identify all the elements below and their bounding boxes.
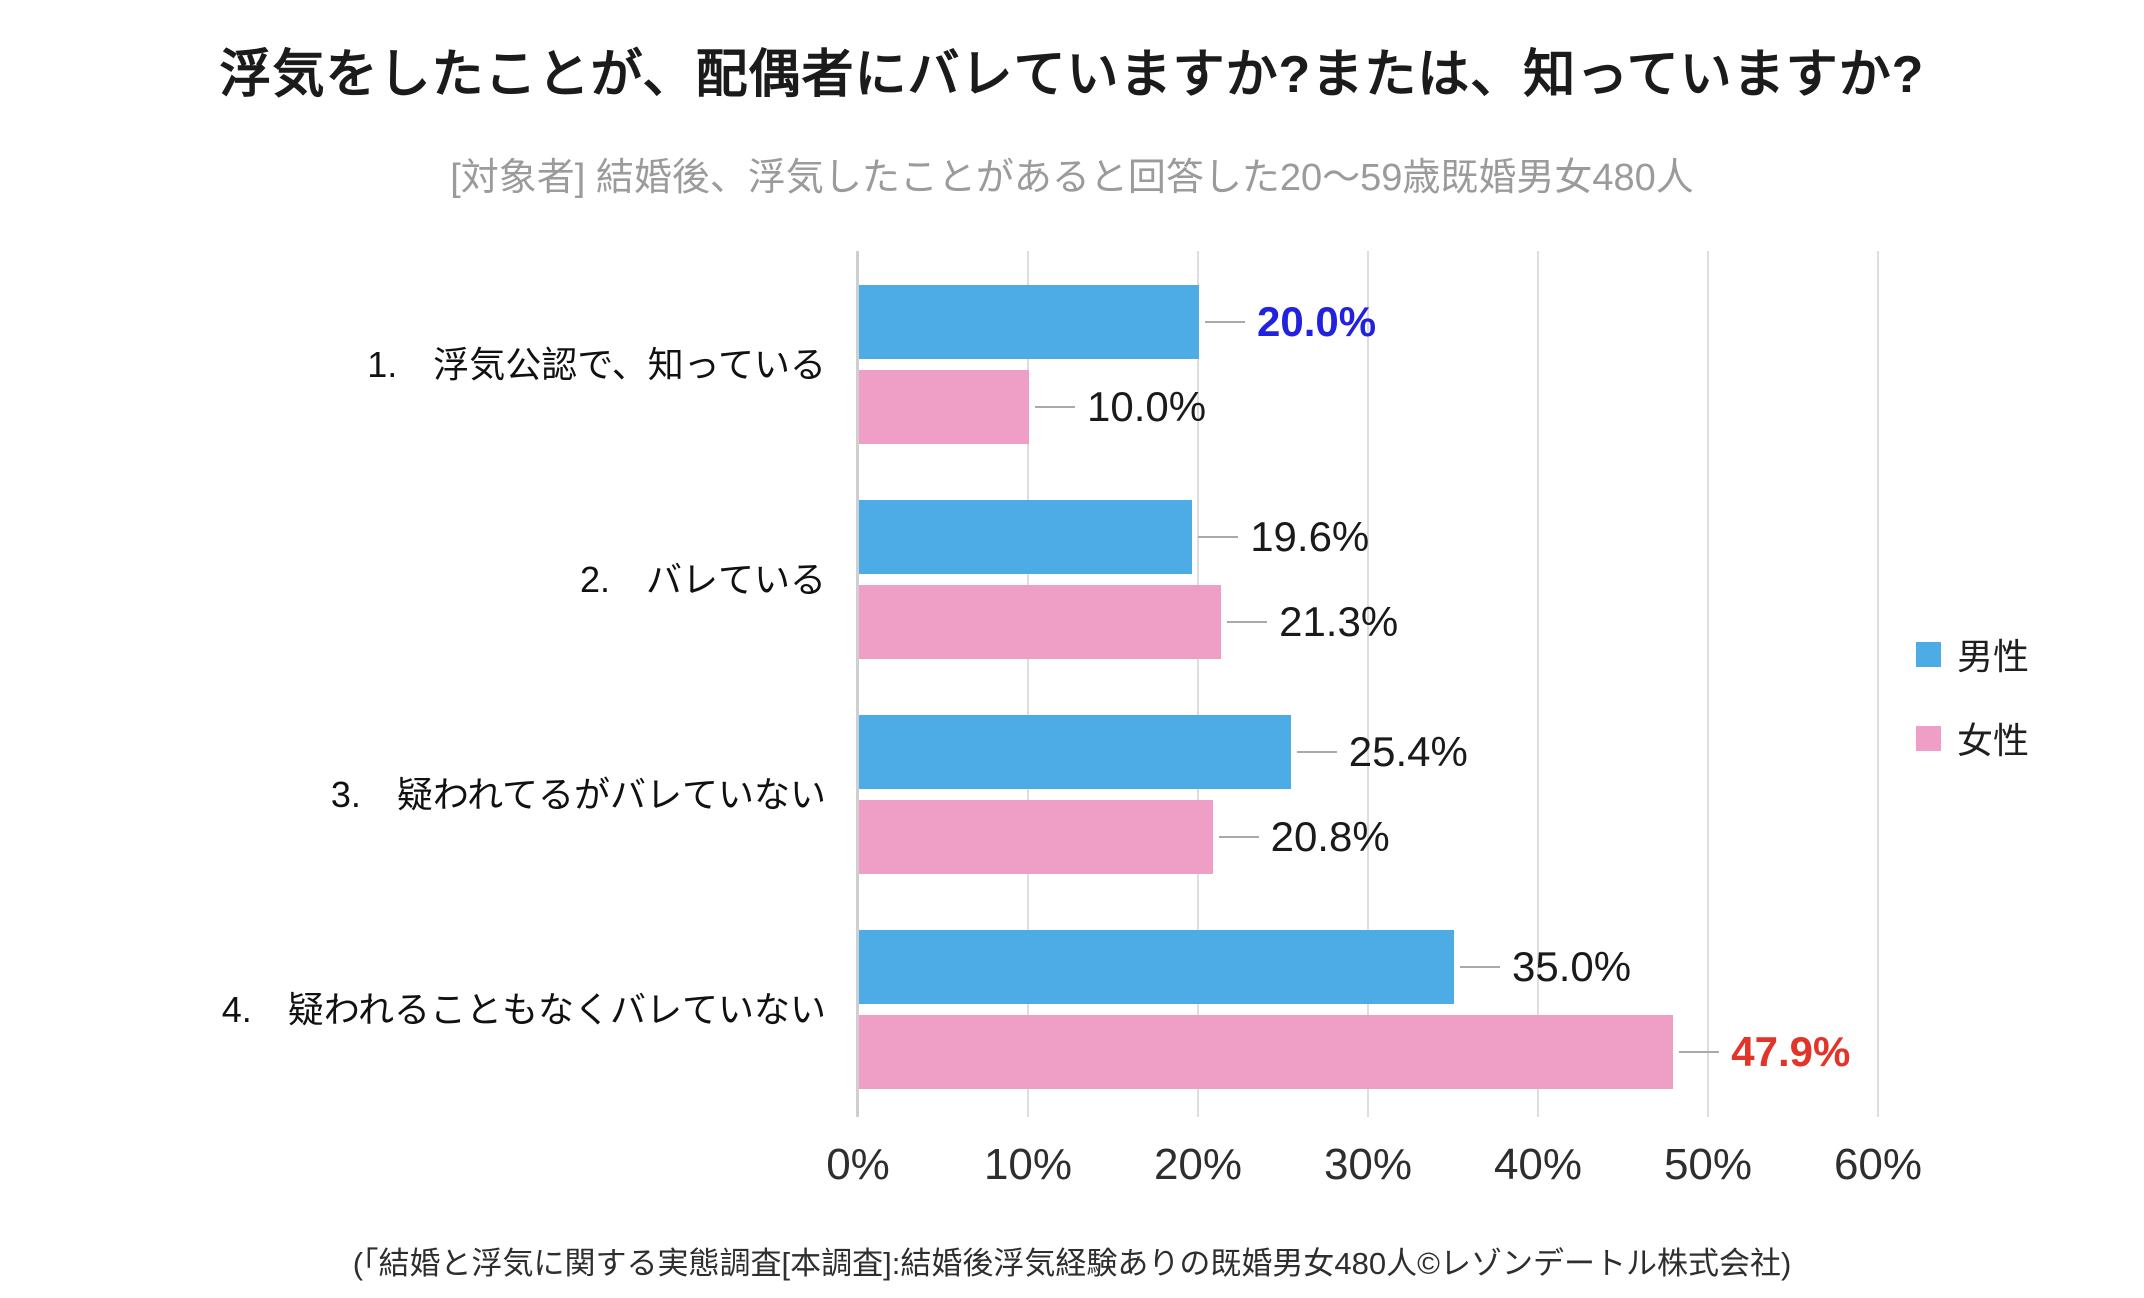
legend-item-female: 女性 [1916,714,2029,762]
male-value-label-2: 19.6% [1250,513,1370,560]
category-label-1: 1. 浮気公認で、知っている [367,343,826,385]
chart-title: 浮気をしたことが、配偶者にバレていますか?または、知っていますか? [219,46,1925,104]
female-bar-2 [859,585,1222,659]
category-label-2: 2. バレている [579,558,826,600]
x-tick-0%: 0% [826,1140,890,1189]
male-leader-line-1 [1205,321,1245,323]
female-legend-label: 女性 [1957,720,2030,761]
category-label-4: 4. 疑われることもなくバレていない [221,988,826,1030]
female-leader-line-4 [1679,1051,1720,1053]
female-leader-line-3 [1218,836,1259,838]
male-swatch [1916,641,1941,667]
male-value-label-3: 25.4% [1348,728,1468,775]
female-value-label-2: 21.3% [1279,598,1399,645]
x-tick-50%: 50% [1663,1140,1753,1189]
male-bar-1 [859,285,1199,359]
source-note: (「結婚と浮気に関する実態調査[本調査]:結婚後浮気経験ありの既婚男女480人©… [352,1246,1792,1281]
gridline-20% [1197,251,1199,1117]
male-leader-line-3 [1296,751,1337,753]
male-legend-label: 男性 [1957,636,2030,677]
x-tick-60%: 60% [1833,1140,1923,1189]
male-value-label-1: 20.0% [1257,298,1377,345]
x-tick-30%: 30% [1323,1140,1413,1189]
male-bar-2 [859,500,1193,574]
male-bar-4 [859,930,1454,1004]
gridline-30% [1367,251,1369,1117]
legend-item-male: 男性 [1916,630,2029,678]
female-bar-1 [859,370,1029,444]
chart-subtitle: [対象者] 結婚後、浮気したことがあると回答した20〜59歳既婚男女480人 [450,157,1694,199]
female-value-label-4: 47.9% [1731,1028,1851,1075]
gridline-10% [1027,251,1029,1117]
category-label-3: 3. 疑われてるがバレていない [330,773,826,815]
male-value-label-4: 35.0% [1512,943,1632,990]
male-bar-3 [859,715,1291,789]
x-tick-10%: 10% [983,1140,1073,1189]
female-value-label-3: 20.8% [1270,813,1390,860]
gridline-40% [1537,251,1539,1117]
female-leader-line-1 [1035,406,1075,408]
male-leader-line-4 [1460,966,1500,968]
female-swatch [1916,725,1941,751]
y-axis-line [856,251,859,1117]
female-bar-3 [859,800,1213,874]
gridline-50% [1707,251,1709,1117]
x-tick-40%: 40% [1493,1140,1583,1189]
male-leader-line-2 [1198,536,1239,538]
female-bar-4 [859,1015,1674,1089]
female-value-label-1: 10.0% [1087,383,1207,430]
x-tick-20%: 20% [1153,1140,1243,1189]
gridline-60% [1877,251,1879,1117]
female-leader-line-2 [1227,621,1268,623]
